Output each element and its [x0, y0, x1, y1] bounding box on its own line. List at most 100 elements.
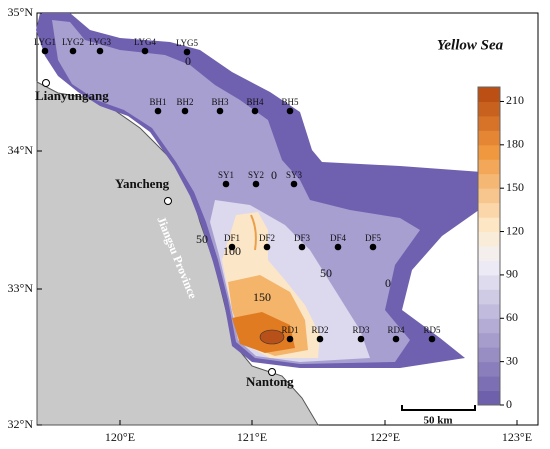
station	[181, 107, 189, 115]
contour-label: 50	[196, 232, 208, 246]
station-label: BH3	[211, 97, 229, 107]
colorbar-band	[478, 390, 500, 406]
station	[298, 243, 306, 251]
station-label: DF4	[330, 233, 347, 243]
station-label: BH2	[176, 97, 193, 107]
contour-label: 0	[271, 168, 277, 182]
colorbar-band	[478, 188, 500, 204]
sea-label: Yellow Sea	[437, 37, 504, 53]
station	[141, 47, 149, 55]
colorbar-band	[478, 130, 500, 146]
latitude-label: 33°N	[8, 281, 34, 295]
contour-line	[250, 214, 257, 251]
longitude-label: 120°E	[105, 430, 135, 444]
contour-210	[259, 329, 285, 345]
station	[154, 107, 162, 115]
colorbar-label: 210	[506, 93, 524, 107]
station	[428, 335, 436, 343]
station	[69, 47, 77, 55]
contour-label: 150	[253, 290, 271, 304]
colorbar-label: 150	[506, 180, 524, 194]
station-label: DF2	[259, 233, 275, 243]
city-marker	[268, 368, 276, 376]
longitude-label: 122°E	[370, 430, 400, 444]
station	[334, 243, 342, 251]
city-marker	[164, 197, 172, 205]
station	[222, 180, 230, 188]
station-label: BH4	[246, 97, 264, 107]
station	[357, 335, 365, 343]
station-label: BH1	[149, 97, 166, 107]
colorbar-frame	[477, 86, 501, 406]
station-label: BH5	[281, 97, 299, 107]
colorbar-label: 0	[506, 397, 512, 411]
contour-label: 100	[223, 244, 241, 258]
colorbar-band	[478, 246, 500, 261]
colorbar-band	[478, 87, 500, 102]
station-label: SY1	[218, 170, 234, 180]
station	[286, 107, 294, 115]
station	[41, 47, 49, 55]
station	[369, 243, 377, 251]
station	[316, 335, 324, 343]
station	[251, 107, 259, 115]
station-label: RD5	[423, 325, 441, 335]
colorbar-band	[478, 260, 500, 276]
station-label: LYG5	[176, 38, 199, 48]
station	[290, 180, 298, 188]
colorbar-band	[478, 202, 500, 218]
colorbar-band	[478, 101, 500, 117]
colorbar-band	[478, 332, 500, 348]
longitude-label: 123°E	[502, 430, 532, 444]
station	[216, 107, 224, 115]
colorbar-band	[478, 361, 500, 377]
colorbar-band	[478, 159, 500, 175]
station-label: SY3	[286, 170, 303, 180]
colorbar-label: 90	[506, 267, 518, 281]
station-label: LYG3	[89, 37, 112, 47]
colorbar-label: 120	[506, 223, 524, 237]
contour-label: 0	[185, 54, 191, 68]
city-marker	[42, 79, 50, 87]
colorbar-band	[478, 289, 500, 305]
colorbar-band	[478, 347, 500, 363]
colorbar-band	[478, 318, 500, 334]
latitude-label: 35°N	[8, 5, 34, 19]
colorbar-band	[478, 303, 500, 319]
contour-label: 50	[320, 266, 332, 280]
city-label: Yancheng	[115, 176, 170, 191]
station-label: SY2	[248, 170, 264, 180]
station-label: DF1	[224, 233, 240, 243]
longitude-label: 121°E	[237, 430, 267, 444]
station	[286, 335, 294, 343]
station-label: DF5	[365, 233, 382, 243]
station	[263, 243, 271, 251]
station	[228, 243, 236, 251]
station-label: DF3	[294, 233, 311, 243]
contour-30	[52, 20, 420, 364]
colorbar-label: 60	[506, 310, 518, 324]
scale-label: 50 km	[423, 415, 452, 427]
station-label: LYG2	[62, 37, 84, 47]
contour-label: 0	[385, 276, 391, 290]
station	[183, 48, 191, 56]
station	[96, 47, 104, 55]
colorbar-band	[478, 115, 500, 131]
station-label: LYG1	[34, 37, 56, 47]
colorbar-band	[478, 274, 500, 290]
station-label: RD2	[311, 325, 328, 335]
colorbar-band	[478, 376, 500, 392]
colorbar-label: 30	[506, 353, 518, 367]
latitude-label: 32°N	[8, 417, 34, 431]
station-label: RD3	[352, 325, 370, 335]
station-label: RD1	[281, 325, 298, 335]
station-label: RD4	[387, 325, 405, 335]
station-label: LYG4	[134, 37, 157, 47]
colorbar-band	[478, 217, 500, 233]
city-label: Nantong	[246, 374, 294, 389]
station	[392, 335, 400, 343]
colorbar-band	[478, 144, 500, 160]
colorbar-band	[478, 231, 500, 247]
colorbar-label: 180	[506, 137, 524, 151]
